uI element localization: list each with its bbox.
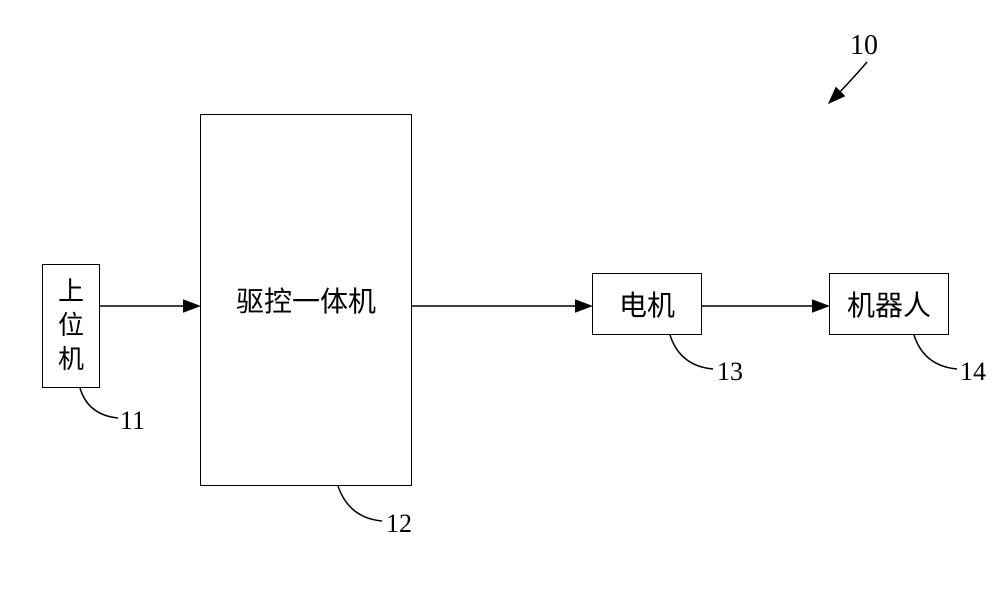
motor-label: 电机 [619,284,675,324]
host-computer-box: 上位机 [42,264,100,388]
motor-box: 电机 [592,273,702,335]
drive-controller-box: 驱控一体机 [200,114,412,486]
ref-number-13: 13 [717,357,743,387]
robot-box: 机器人 [829,273,949,335]
robot-label: 机器人 [847,284,931,324]
ref-number-12: 12 [386,509,412,539]
ref-number-11: 11 [120,406,145,436]
drive-controller-label: 驱控一体机 [236,280,376,320]
host-computer-label: 上位机 [58,275,84,376]
ref-number-14: 14 [960,357,986,387]
